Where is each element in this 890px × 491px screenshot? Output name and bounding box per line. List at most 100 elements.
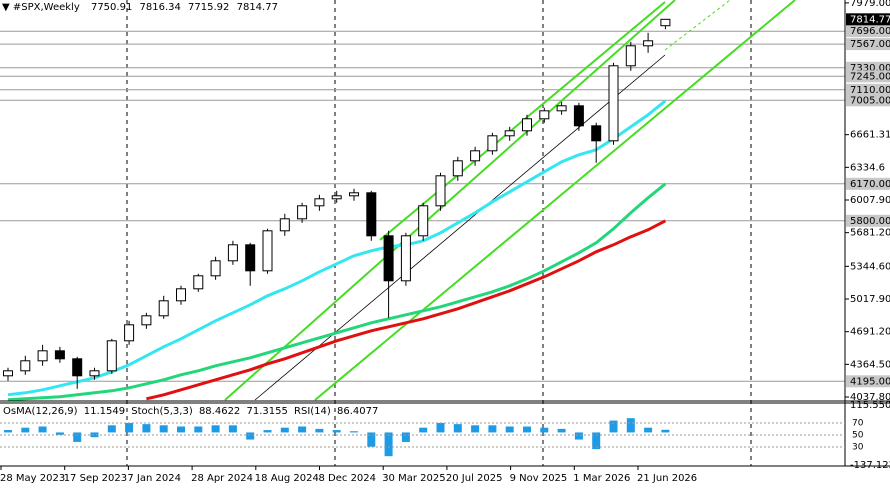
candle-body — [435, 175, 446, 207]
level-label-box — [846, 70, 890, 83]
candle-body — [37, 350, 48, 362]
ohlc-open: 7750.91 — [91, 2, 132, 13]
candle-body — [556, 105, 567, 112]
level-label: 7005.00 — [850, 95, 890, 106]
osma-bar — [21, 427, 30, 433]
osma-bar — [661, 429, 670, 433]
symbol: #SPX,Weekly — [13, 2, 80, 13]
osma-bar — [142, 424, 151, 433]
rsi-name: RSI(14) — [294, 406, 331, 417]
level-label: 4195.00 — [850, 376, 890, 387]
osma-bar — [246, 432, 255, 440]
osma-bar — [177, 426, 185, 433]
osma-bar — [73, 432, 82, 442]
chart-header: ▼ #SPX,Weekly 7750.91 7816.34 7715.92 78… — [2, 2, 278, 13]
osma-bar — [592, 432, 601, 450]
x-tick-label: 28 May 2023 — [0, 473, 65, 484]
x-tick-label: 7 Jan 2024 — [127, 473, 181, 484]
y-tick-label: 4691.20 — [850, 327, 890, 338]
candle-body — [331, 195, 342, 200]
osma-bar — [211, 425, 220, 433]
osma-bar — [609, 420, 618, 433]
x-tick-label: 17 Sep 2023 — [64, 473, 127, 484]
osma-bar — [228, 425, 237, 433]
stoch-signal: 71.3155 — [246, 406, 287, 417]
stoch-name: Stoch(5,3,3) — [131, 406, 193, 417]
dashed-verticals — [126, 0, 752, 466]
ohlc-close: 7814.77 — [237, 2, 278, 13]
y-tick-label: 6007.90 — [850, 195, 890, 206]
oscillator-level-label: 30 — [852, 443, 864, 453]
y-tick-label: 5017.90 — [850, 294, 890, 305]
candle-body — [297, 205, 308, 220]
collapse-icon: ▼ — [2, 2, 13, 13]
osma-bar — [471, 425, 480, 433]
level-label-box — [846, 25, 890, 38]
current-price-box — [846, 13, 890, 26]
osma-bar — [401, 432, 410, 442]
candle-body — [660, 18, 671, 27]
stoch-main: 88.4622 — [199, 406, 240, 417]
x-tick-label: 21 Jun 2026 — [637, 473, 697, 484]
osma-bar — [488, 425, 497, 433]
candle-body — [366, 192, 377, 237]
y-tick-label: 5681.20 — [850, 228, 890, 239]
oscillator-level-label: 70 — [852, 419, 864, 429]
osma-bar — [384, 432, 393, 457]
level-label-box — [846, 94, 890, 107]
osma-bar — [159, 425, 168, 433]
x-tick-label: 9 Nov 2025 — [510, 473, 568, 484]
osma-bar — [315, 428, 324, 433]
osma-bar — [4, 430, 12, 433]
osma-bar — [280, 427, 289, 433]
y-tick-label: 4037.80 — [850, 392, 890, 403]
y-tick-label: 6661.31 — [850, 130, 890, 141]
level-label: 5800.00 — [850, 216, 890, 227]
y-tick-label: 5344.60 — [850, 261, 890, 272]
candle-body — [418, 205, 429, 237]
level-label-box — [846, 375, 890, 388]
candle-body — [591, 125, 602, 142]
candle-body — [20, 360, 31, 372]
osma-bar — [436, 422, 445, 433]
osma-bar — [574, 432, 583, 440]
plot — [3, 18, 671, 457]
candle-body — [452, 160, 463, 177]
candle-body — [625, 45, 636, 67]
candle-body — [193, 275, 204, 290]
y-tick-label: 6334.6 — [850, 162, 885, 173]
candle-body — [227, 244, 238, 262]
y-tick-label: 7979.00 — [850, 0, 890, 9]
osma-bar — [523, 426, 531, 433]
candle-body — [573, 105, 584, 127]
osma-value: 11.1549 — [84, 406, 125, 417]
candle-body — [262, 230, 273, 272]
level-label: 7330.00 — [850, 63, 890, 74]
x-tick-label: 30 Mar 2025 — [382, 473, 445, 484]
candle-body — [383, 235, 394, 282]
x-tick-label: 8 Dec 2024 — [319, 473, 377, 484]
ohlc-high: 7816.34 — [140, 2, 181, 13]
channel-line — [314, 0, 796, 401]
oscillator-limit-label: -137.1228 — [850, 460, 890, 471]
osma-bar — [332, 430, 341, 433]
osma-bar — [38, 426, 47, 433]
osma-bar — [644, 427, 653, 433]
oscillator-limit-label: 115.5501 — [850, 400, 890, 411]
osma-name: OsMA(12,26,9) — [3, 406, 78, 417]
candle-body — [89, 370, 100, 377]
osma-bar — [298, 426, 307, 433]
level-label-box — [846, 214, 890, 227]
level-label: 7110.00 — [850, 85, 890, 96]
candle-body — [400, 235, 411, 282]
x-tick-label: 1 Mar 2026 — [573, 473, 630, 484]
channel-extension — [664, 0, 731, 51]
osma-bar — [626, 418, 635, 433]
candle-body — [643, 40, 654, 47]
candle-body — [54, 350, 65, 360]
osma-bar — [55, 432, 64, 435]
level-label-box — [846, 177, 890, 190]
osma-bar — [540, 427, 549, 433]
level-label: 6170.00 — [850, 179, 890, 190]
